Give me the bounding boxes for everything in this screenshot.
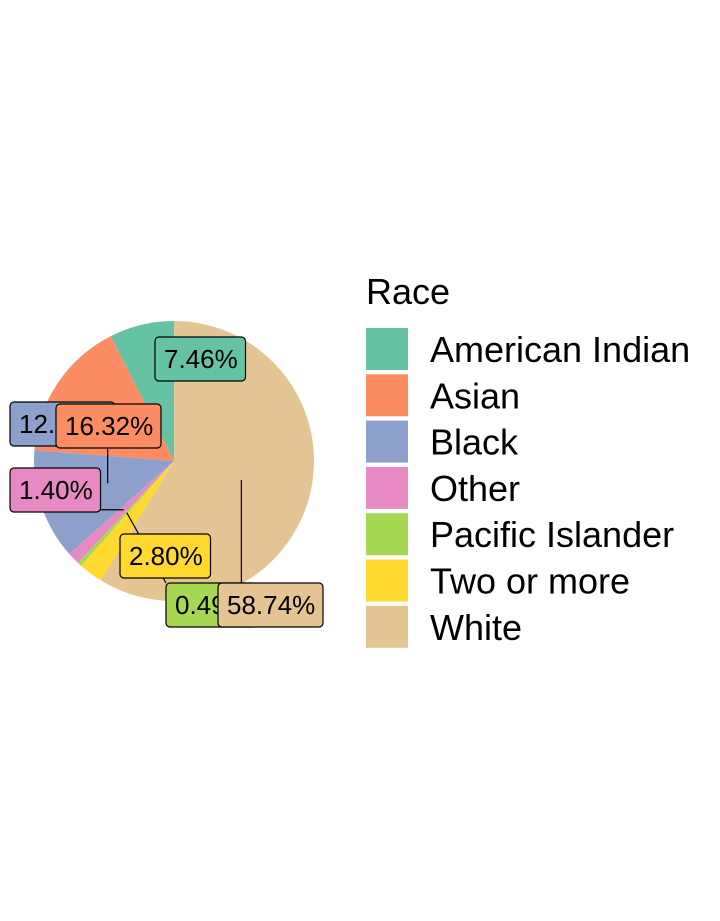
slice-other	[69, 461, 174, 563]
legend-item-other: Other	[366, 466, 520, 509]
slice-label-two-or-more: 2.80%	[119, 533, 212, 579]
legend-key-american-indian	[366, 328, 408, 370]
slice-label-asian: 16.32%	[55, 403, 162, 449]
slice-white	[100, 321, 315, 601]
legend-key-asian	[366, 374, 408, 417]
legend-key-black	[366, 420, 408, 463]
legend-item-asian: Asian	[366, 374, 520, 417]
slice-label-white: 58.74%	[217, 582, 324, 628]
slice-label-text-asian: 16.32%	[65, 411, 153, 441]
slice-label-other: 1.40%	[9, 467, 102, 513]
legend-key-other	[366, 466, 408, 509]
slice-pacific-islander	[77, 461, 174, 566]
legend-label-black: Black	[430, 422, 519, 463]
slice-label-text-american-indian: 7.46%	[164, 344, 238, 374]
slice-label-box-american-indian	[154, 336, 247, 382]
slice-label-box-white	[217, 582, 324, 628]
slice-label-text-other: 1.40%	[19, 475, 93, 505]
slice-two-or-more	[81, 461, 174, 581]
slice-label-text-white: 58.74%	[227, 590, 315, 620]
slice-label-box-asian	[55, 403, 162, 449]
legend-label-white: White	[430, 607, 522, 648]
legend: Race American Indian Asian Black Other Pacif…	[366, 271, 690, 648]
slice-label-american-indian: 7.46%	[154, 336, 247, 382]
legend-label-american-indian: American Indian	[430, 329, 690, 370]
legend-item-black: Black	[366, 420, 519, 463]
slice-label-text-two-or-more: 2.80%	[129, 541, 203, 571]
legend-label-two-or-more: Two or more	[430, 561, 630, 602]
legend-key-pacific-islander	[366, 513, 408, 556]
slice-label-box-other	[9, 467, 102, 513]
legend-item-two-or-more: Two or more	[366, 559, 630, 602]
slice-label-box-two-or-more	[119, 533, 212, 579]
legend-label-pacific-islander: Pacific Islander	[430, 514, 674, 555]
legend-item-pacific-islander: Pacific Islander	[366, 513, 674, 556]
slice-labels: 12.78%16.32%7.46%1.40%2.80%0.49%58.74%	[9, 336, 324, 628]
legend-label-asian: Asian	[430, 375, 520, 416]
legend-title: Race	[366, 271, 450, 312]
legend-label-other: Other	[430, 468, 520, 509]
legend-key-two-or-more	[366, 559, 408, 602]
legend-key-white	[366, 605, 408, 648]
legend-item-white: White	[366, 605, 522, 648]
legend-item-american-indian: American Indian	[366, 328, 690, 370]
